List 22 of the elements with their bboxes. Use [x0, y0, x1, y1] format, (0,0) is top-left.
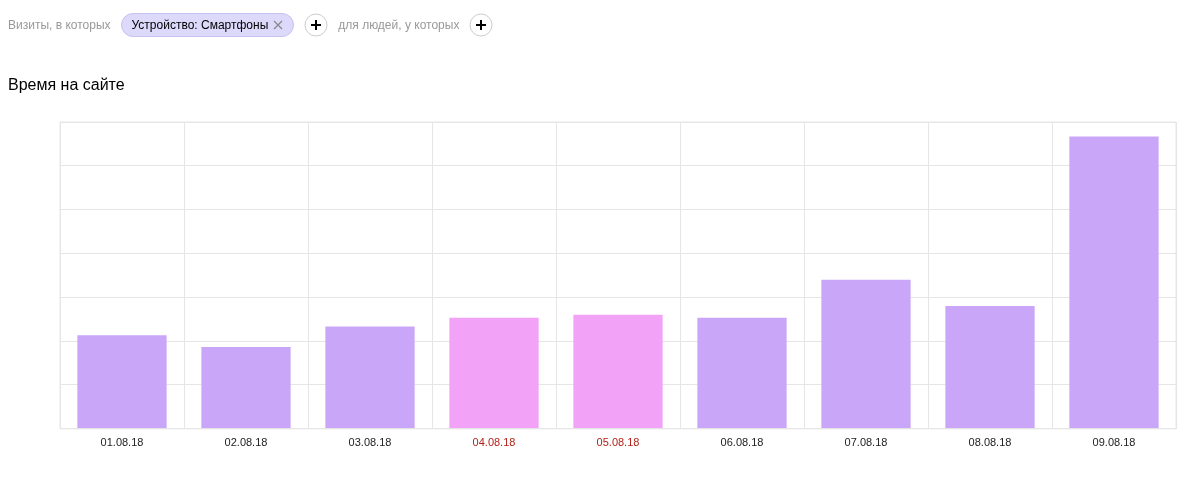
text: Визиты, в которых: [8, 18, 111, 32]
bar: [201, 346, 291, 429]
bar: [573, 314, 663, 429]
x-tick-label: 02.08.18: [224, 436, 268, 449]
bar: [77, 335, 167, 429]
bar: [697, 317, 787, 429]
bar: [1069, 136, 1159, 429]
x-tick-label: 01.08.18: [100, 436, 144, 449]
x-tick-label: 04.08.18: [472, 436, 516, 449]
x-tick-label: 07.08.18: [844, 436, 888, 449]
x-tick-label: 08.08.18: [968, 436, 1012, 449]
x-tick-label: 06.08.18: [720, 436, 764, 449]
bar: [449, 317, 539, 429]
bar: [821, 279, 911, 429]
x-tick-label: 05.08.18: [596, 436, 640, 449]
bar: [325, 326, 415, 429]
x-tick-label: 03.08.18: [348, 436, 392, 449]
bar: [945, 306, 1035, 429]
x-tick-label: 09.08.18: [1092, 436, 1136, 449]
text: Устройство: Смартфоны: [131, 18, 269, 32]
text: для людей, у которых: [338, 18, 460, 32]
chart-title: Время на сайте: [8, 76, 126, 95]
